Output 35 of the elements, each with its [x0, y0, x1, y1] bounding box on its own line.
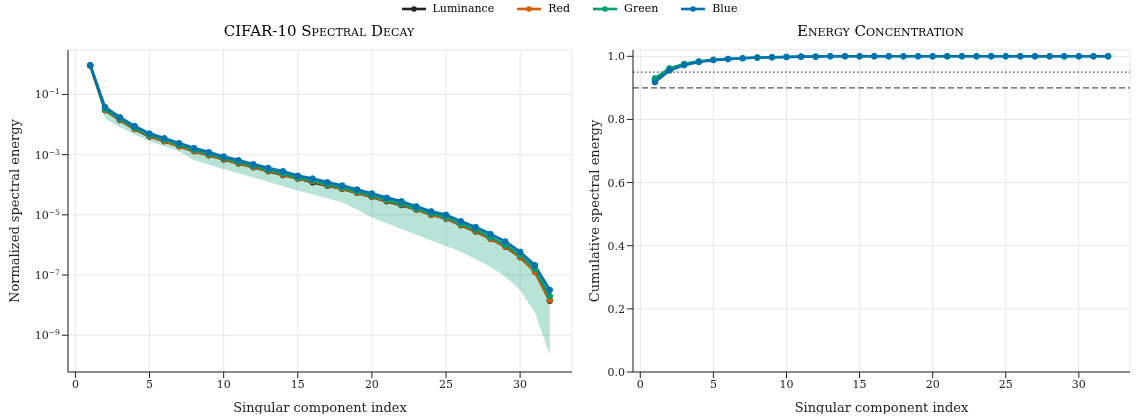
y-tick-label: 0.6 [607, 176, 625, 190]
y-axis-title: Cumulative spectral energy [586, 119, 602, 303]
x-axis-title: Singular component index [233, 400, 408, 415]
x-tick-label: 15 [852, 377, 867, 391]
x-tick-label: 20 [364, 377, 379, 391]
x-tick-label: 20 [925, 377, 940, 391]
y-tick-label: 0.0 [607, 366, 625, 379]
y-axis-title: Normalized spectral energy [6, 118, 22, 303]
y-tick-label: 1.0 [607, 50, 625, 64]
x-tick-label: 25 [998, 377, 1013, 391]
x-tick-label: 15 [290, 377, 305, 391]
x-tick-label: 0 [71, 377, 79, 391]
legend-label: Green [624, 2, 659, 15]
chart-title: CIFAR-10 Spectral Decay [222, 22, 416, 42]
y-tick-label: 10$^{−9}$ [34, 327, 61, 343]
y-tick-label: 10$^{−1}$ [34, 86, 60, 102]
x-axis-title: Singular component index [794, 400, 969, 415]
x-tick-label: 30 [513, 377, 528, 391]
y-tick-label: 10$^{−5}$ [34, 207, 61, 222]
x-tick-label: 10 [216, 377, 231, 391]
y-tick-label: 0.8 [607, 113, 625, 127]
x-tick-label: 5 [709, 377, 717, 391]
y-tick-label: 0.2 [607, 302, 625, 316]
x-tick-label: 30 [1071, 377, 1086, 391]
y-tick-label: 10$^{−7}$ [34, 267, 61, 283]
x-tick-label: 10 [779, 377, 794, 391]
x-tick-label: 5 [146, 377, 154, 391]
legend-label: Red [548, 2, 571, 15]
legend-label: Luminance [432, 2, 495, 15]
y-tick-label: 0.4 [607, 239, 625, 253]
x-tick-label: 25 [439, 377, 453, 391]
chart-title: Energy Concentration [796, 22, 965, 42]
legend-label: Blue [712, 2, 738, 15]
y-tick-label: 10$^{−3}$ [34, 147, 61, 162]
x-tick-label: 0 [636, 377, 644, 391]
